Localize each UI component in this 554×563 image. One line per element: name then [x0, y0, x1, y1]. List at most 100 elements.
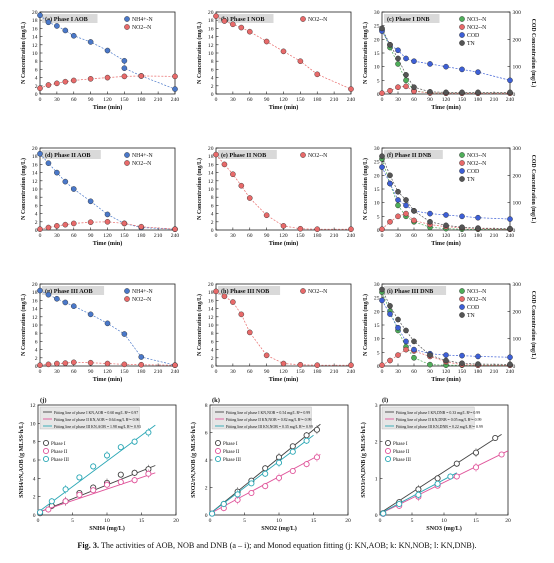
- y-tick-label: 2: [205, 486, 208, 492]
- series-line: [381, 213, 511, 230]
- legend-marker: [214, 447, 222, 455]
- fit-legend-box: [211, 406, 312, 430]
- data-point: [45, 361, 52, 368]
- y-tick-label: 4: [211, 76, 214, 82]
- data-point: [103, 481, 111, 488]
- data-point: [45, 19, 52, 26]
- x-tick-label: 60: [411, 97, 417, 103]
- y-tick-label: 6: [211, 203, 214, 209]
- y2-tick-label: 300: [513, 10, 522, 16]
- data-point: [238, 182, 245, 189]
- data-point: [54, 80, 60, 87]
- y-tick-label: 20: [32, 282, 38, 288]
- y-tick-label: 18: [208, 290, 214, 296]
- y-tick-label: 2: [35, 84, 38, 90]
- x-tick-label: 180: [474, 97, 483, 103]
- y-tick-label: 15: [374, 323, 380, 329]
- y-tick-label: 4: [35, 212, 38, 218]
- data-point: [54, 23, 60, 29]
- data-point: [507, 89, 513, 96]
- y-tick-label: 30: [374, 282, 380, 288]
- y-tick-label: 0: [33, 513, 36, 519]
- legend-label: NO2--N: [132, 161, 152, 167]
- legend-marker: [384, 447, 392, 455]
- x-tick-label: 120: [442, 233, 451, 239]
- x-tick-label: 240: [171, 369, 180, 375]
- y-tick-label: 20: [32, 146, 38, 152]
- legend-label: NO2--N: [467, 161, 487, 167]
- data-point: [87, 76, 94, 82]
- y-tick-label: 14: [208, 35, 214, 41]
- y-tick-label: 4: [211, 212, 214, 218]
- data-point: [443, 89, 449, 96]
- legend-label: NO3--N: [467, 17, 487, 23]
- data-point: [395, 47, 401, 54]
- data-point: [172, 73, 178, 80]
- x-tick-label: 20: [173, 518, 179, 524]
- x-tick-label: 15: [473, 518, 479, 524]
- x-tick-label: 150: [296, 97, 305, 103]
- x-tick-label: 240: [171, 97, 180, 103]
- data-point: [238, 24, 245, 31]
- y-tick-label: 3: [375, 403, 378, 409]
- x-tick-label: 120: [279, 369, 288, 375]
- fit-line: [37, 465, 156, 514]
- legend-marker: [459, 40, 465, 46]
- y2-tick-label: 100: [513, 65, 522, 71]
- legend-label: Phase II: [223, 450, 240, 455]
- y-tick-label: 25: [374, 296, 380, 302]
- y-tick-label: 0: [377, 92, 380, 98]
- data-point: [289, 467, 296, 475]
- data-point: [70, 32, 77, 39]
- series-line: [381, 158, 510, 230]
- panel-e: 0 30 60 90 120 150 180 210 240 0 2 4 6 8 10 12 14 16 18 20 T…: [196, 146, 355, 247]
- data-point: [443, 357, 449, 364]
- panel-l: 0 5 10 15 20 0 1 2 3 SNO3 (mg/L) SNO3/rN,DNB (g ML…: [360, 397, 511, 532]
- y-tick-label: 4: [33, 476, 36, 482]
- data-point: [379, 362, 385, 368]
- x-tick-label: 5: [243, 518, 246, 524]
- y-tick-label: 4: [211, 348, 214, 354]
- x-axis-label: SNH4 (mg/L): [89, 525, 125, 532]
- x-tick-label: 5: [411, 518, 414, 524]
- y2-tick-label: 0: [513, 364, 516, 370]
- y-tick-label: 0: [377, 364, 380, 370]
- y-tick-label: 25: [374, 24, 380, 30]
- series-line: [215, 154, 351, 230]
- y-tick-label: 12: [32, 315, 38, 321]
- series-line: [381, 289, 511, 365]
- y-tick-label: 20: [208, 10, 214, 16]
- y-tick-label: 6: [35, 339, 38, 345]
- legend-marker: [384, 439, 392, 447]
- data-point: [303, 461, 310, 468]
- data-point: [230, 299, 236, 305]
- panel-title: (g) Phase III AOB: [45, 288, 93, 295]
- y-tick-label: 5: [377, 214, 380, 220]
- series-line: [39, 153, 176, 230]
- panel-title: (i) Phase III DNB: [387, 288, 433, 295]
- data-point: [54, 295, 60, 302]
- y-tick-label: 14: [32, 307, 38, 313]
- data-point: [387, 42, 393, 48]
- fit-legend-label: Fitting line of phase I KN,DNB = 0.33 mg…: [396, 411, 480, 416]
- panel-title-box: [218, 14, 274, 23]
- data-point: [475, 214, 481, 221]
- data-point: [396, 500, 403, 508]
- data-point: [403, 346, 409, 353]
- data-point: [37, 287, 43, 294]
- y2-tick-label: 300: [513, 282, 522, 288]
- data-point: [138, 223, 145, 230]
- x-tick-label: 90: [88, 233, 94, 239]
- series-line: [39, 221, 176, 230]
- legend-marker: [459, 32, 465, 38]
- data-point: [37, 150, 43, 157]
- data-point: [138, 354, 145, 360]
- y-tick-label: 4: [35, 76, 38, 82]
- y-tick-label: 10: [32, 323, 38, 329]
- x-tick-label: 150: [120, 233, 129, 239]
- x-tick-label: 30: [230, 97, 236, 103]
- legend-marker: [124, 160, 130, 166]
- x-tick-label: 90: [88, 97, 94, 103]
- y-tick-label: 8: [211, 331, 214, 337]
- y-tick-label: 5: [377, 350, 380, 356]
